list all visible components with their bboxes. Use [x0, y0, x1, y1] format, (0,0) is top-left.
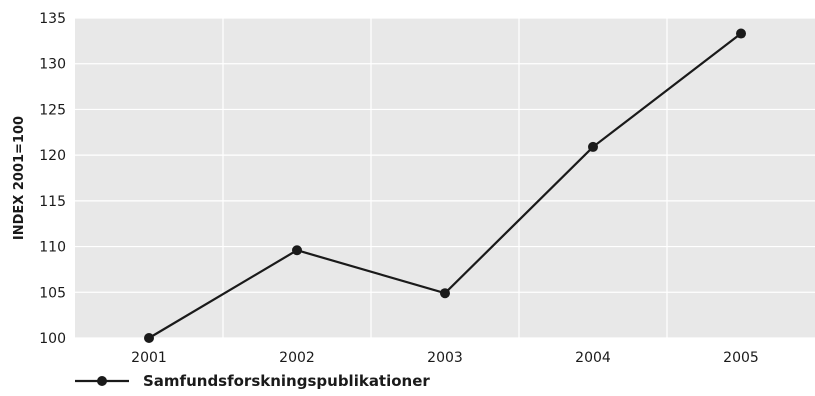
legend-label: Samfundsforskningspublikationer	[143, 372, 430, 390]
x-tick-label: 2003	[427, 350, 463, 366]
x-tick-label: 2001	[131, 350, 167, 366]
y-tick-labels: 100 105 110 115 120 125 130 135	[39, 11, 66, 347]
y-tick-label: 125	[39, 102, 66, 118]
x-tick-label: 2004	[575, 350, 611, 366]
legend-point-marker	[97, 376, 107, 386]
y-tick-label: 105	[39, 285, 66, 301]
y-tick-label: 110	[39, 240, 66, 256]
y-tick-label: 135	[39, 11, 66, 27]
data-point	[292, 245, 302, 255]
y-tick-label: 115	[39, 194, 66, 210]
y-tick-label: 100	[39, 331, 66, 347]
x-tick-label: 2005	[723, 350, 759, 366]
y-tick-label: 130	[39, 57, 66, 73]
data-point	[736, 29, 746, 39]
legend: Samfundsforskningspublikationer	[75, 372, 430, 390]
data-point	[588, 142, 598, 152]
data-point	[144, 333, 154, 343]
x-tick-labels: 2001 2002 2003 2004 2005	[131, 350, 759, 366]
data-point	[440, 288, 450, 298]
x-tick-label: 2002	[279, 350, 315, 366]
y-tick-label: 120	[39, 148, 66, 164]
y-axis-label: INDEX 2001=100	[12, 116, 27, 240]
